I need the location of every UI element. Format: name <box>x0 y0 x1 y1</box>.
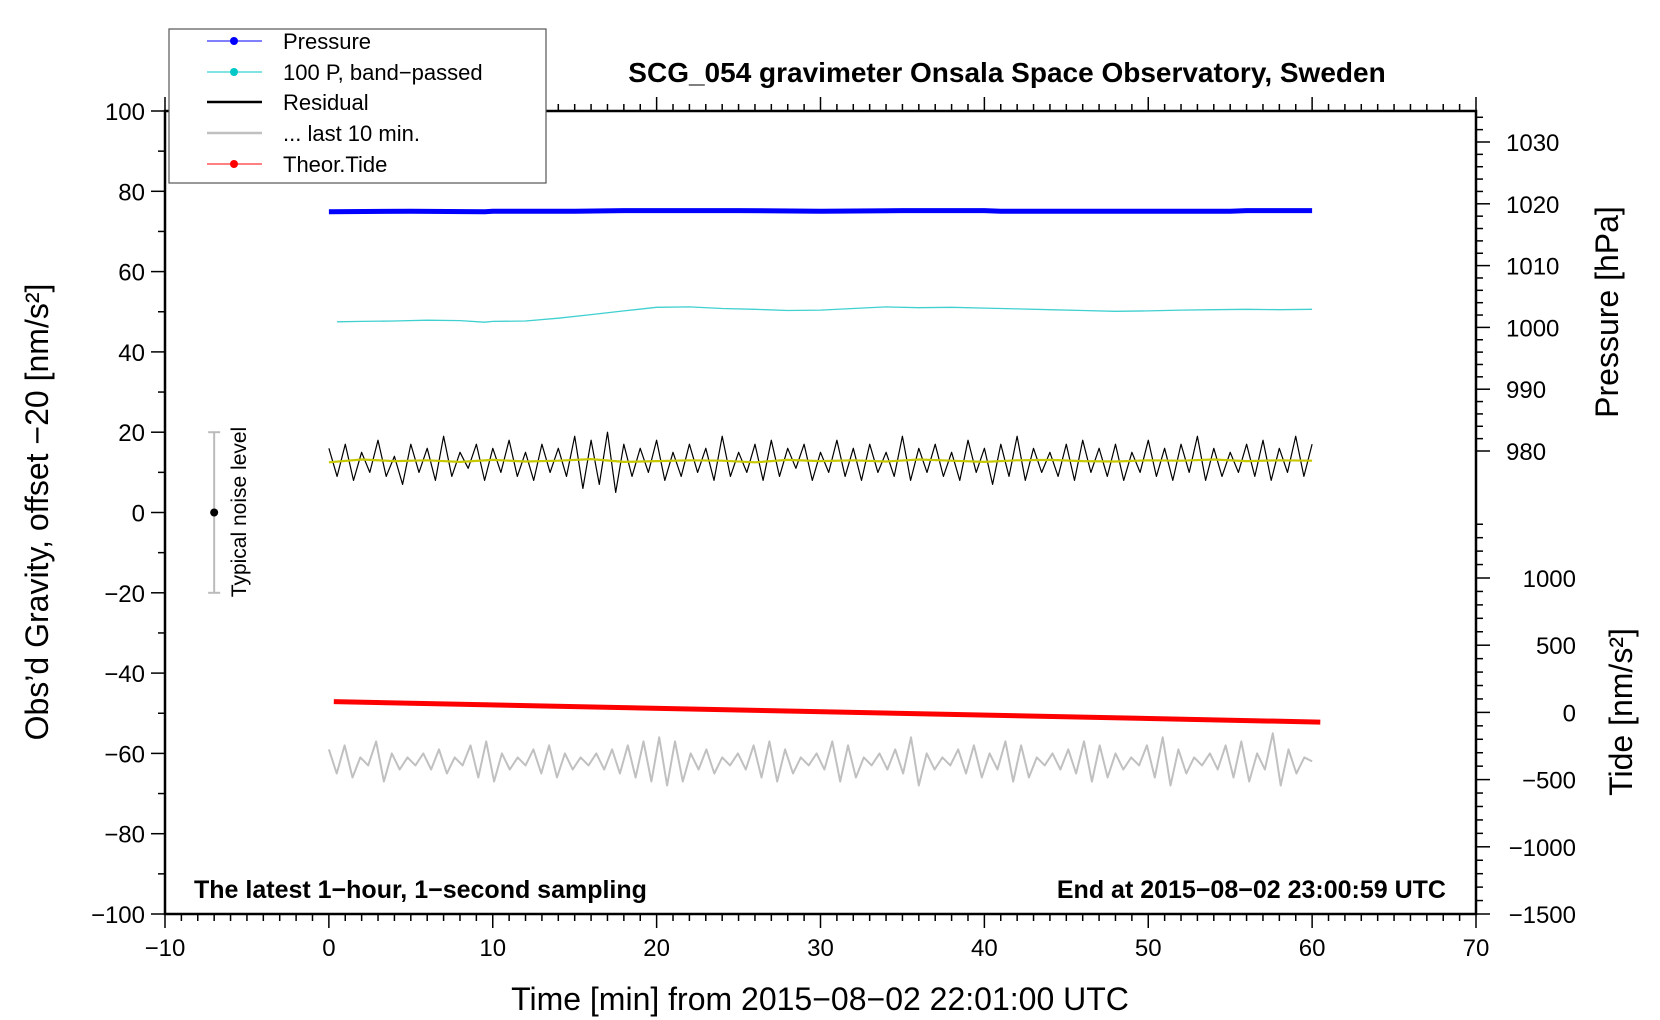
legend-label: ... last 10 min. <box>283 121 420 146</box>
data-series <box>327 208 1321 787</box>
y-tick-label: 80 <box>118 179 145 206</box>
legend-label: Pressure <box>283 29 371 54</box>
y-tick-label: −20 <box>104 581 145 608</box>
y-tick-label: −60 <box>104 741 145 768</box>
plot-frame <box>163 109 1478 916</box>
annotation-end-time: End at 2015−08−02 23:00:59 UTC <box>1057 876 1446 904</box>
noise-level-indicator: Typical noise level <box>208 427 251 597</box>
x-axis-label: Time [min] from 2015−08−02 22:01:00 UTC <box>511 981 1129 1017</box>
pressure-axis-label: Pressure [hPa] <box>1589 206 1625 418</box>
annotation-latest-hour: The latest 1−hour, 1−second sampling <box>194 876 647 904</box>
tide-tick-label: −500 <box>1522 768 1576 795</box>
tide-axis-label: Tide [nm/s²] <box>1603 628 1639 796</box>
legend-marker <box>230 160 238 168</box>
y-tick-label: 20 <box>118 420 145 447</box>
legend-marker <box>230 37 238 45</box>
legend-label: Theor.Tide <box>283 152 387 177</box>
pressure-tick-label: 1010 <box>1506 254 1559 281</box>
x-tick-label: 20 <box>643 935 670 962</box>
legend-label: Residual <box>283 90 369 115</box>
pressure-tick-label: 990 <box>1506 377 1546 404</box>
legend-box <box>168 28 547 184</box>
legend-label: 100 P, band−passed <box>283 60 483 85</box>
x-tick-label: 60 <box>1299 935 1326 962</box>
y-tick-label: −40 <box>104 661 145 688</box>
pressure-tick-label: 1020 <box>1506 192 1559 219</box>
noise-center-dot <box>210 508 219 517</box>
y-tick-label: −80 <box>104 822 145 849</box>
chart-title: SCG_054 gravimeter Onsala Space Observat… <box>628 57 1385 88</box>
x-tick-label: 30 <box>807 935 834 962</box>
y-axis-label: Obs’d Gravity, offset −20 [nm/s²] <box>19 284 55 741</box>
noise-level-label: Typical noise level <box>228 427 251 597</box>
y-tick-label: 100 <box>105 99 145 126</box>
series-theor-tide <box>333 699 1321 725</box>
tide-tick-label: 500 <box>1536 633 1576 660</box>
x-tick-label: 40 <box>971 935 998 962</box>
pressure-tick-label: 1030 <box>1506 130 1559 157</box>
tide-tick-label: 0 <box>1563 700 1576 727</box>
tide-tick-label: −1000 <box>1509 835 1576 862</box>
x-tick-label: 70 <box>1463 935 1490 962</box>
legend-marker <box>230 68 238 76</box>
tick-labels: −10 0 10 20 30 40 50 60 70100806040200−20−40−60−… <box>91 99 1576 962</box>
series-pressure <box>328 208 1313 215</box>
tide-tick-label: 1000 <box>1523 566 1576 593</box>
legend: Pressure 100 P, band−passed Residual ... la… <box>168 28 547 184</box>
axis-ticks <box>151 97 1490 928</box>
x-tick-label: 10 <box>479 935 506 962</box>
x-tick-label: −10 <box>145 935 186 962</box>
pressure-tick-label: 1000 <box>1506 315 1559 342</box>
x-tick-label: 0 <box>322 935 335 962</box>
series-residual-smoothed <box>328 458 1313 464</box>
pressure-tick-label: 980 <box>1506 439 1546 466</box>
series-100-p-band-passed <box>337 306 1313 323</box>
y-tick-label: 40 <box>118 340 145 367</box>
series-last-10-min <box>327 732 1313 787</box>
y-tick-label: 0 <box>132 501 145 528</box>
y-tick-label: −100 <box>91 902 145 929</box>
series-residual <box>328 431 1313 493</box>
tide-tick-label: −1500 <box>1509 902 1576 929</box>
x-tick-label: 50 <box>1135 935 1162 962</box>
y-tick-label: 60 <box>118 260 145 287</box>
